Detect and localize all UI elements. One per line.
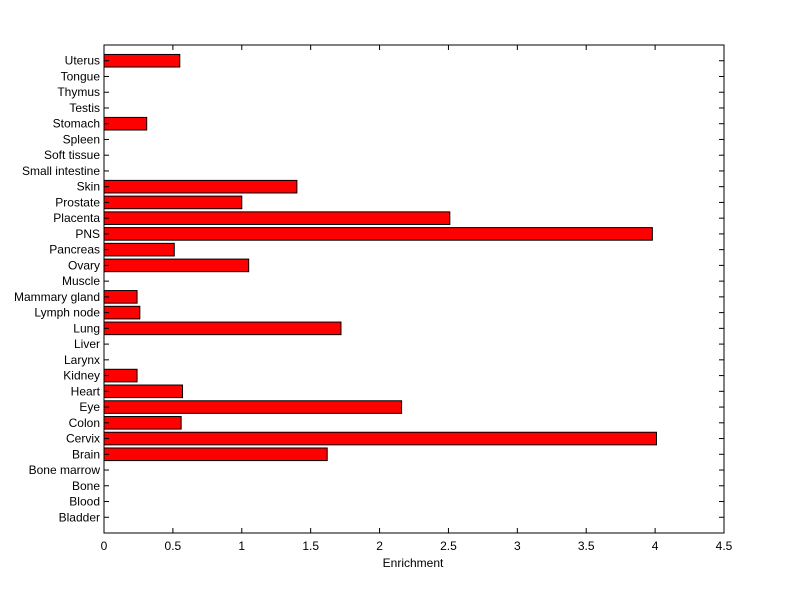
x-tick-label: 1.5 [302, 539, 319, 553]
bar-stomach [103, 116, 148, 131]
bar-cervix [103, 431, 657, 446]
y-tick-label: Lung [73, 321, 100, 335]
x-ticks-group: 0 0.5 1 1.5 2 2.5 3 3.5 4 4.5 [101, 45, 733, 553]
bar-lung [103, 321, 342, 336]
y-tick-label: Uterus [65, 54, 100, 68]
y-tick-label: Bladder [59, 510, 100, 524]
x-tick-label: 4.5 [716, 539, 733, 553]
y-tick-label: Skin [77, 180, 100, 194]
x-tick-label: 4 [652, 539, 659, 553]
y-tick-label: Tongue [61, 69, 101, 83]
bar-brain [103, 447, 328, 462]
x-tick-label: 3 [514, 539, 521, 553]
x-axis-label: Enrichment [383, 556, 444, 570]
x-tick-label: 0.5 [165, 539, 182, 553]
y-tick-label: Bone [72, 479, 100, 493]
bar-pancreas [103, 242, 175, 257]
y-tick-label: Stomach [53, 117, 100, 131]
y-tick-label: Larynx [64, 353, 100, 367]
bar-eye [103, 400, 403, 414]
y-tick-label: Liver [74, 337, 100, 351]
y-tick-label: Testis [69, 101, 100, 115]
bar-uterus [103, 53, 181, 68]
y-tick-label: Bone marrow [29, 463, 101, 477]
y-tick-label: Mammary gland [14, 290, 100, 304]
y-tick-label: Small intestine [22, 164, 100, 178]
bar-placenta [103, 211, 451, 225]
y-tick-label: Kidney [63, 369, 100, 383]
plot-area-frame [103, 44, 725, 534]
y-tick-label: Thymus [57, 85, 100, 99]
x-tick-label: 3.5 [578, 539, 595, 553]
bar-ovary [103, 258, 250, 273]
bar-pns [103, 227, 653, 241]
y-tick-label: Muscle [62, 274, 100, 288]
y-tick-label: Spleen [63, 132, 100, 146]
y-tick-label: Placenta [53, 211, 100, 225]
x-tick-label: 2.5 [440, 539, 457, 553]
y-tick-label: Lymph node [34, 306, 100, 320]
x-tick-label: 2 [376, 539, 383, 553]
x-tick-label: 0 [101, 539, 108, 553]
x-tick-label: 1 [238, 539, 245, 553]
bar-lymph-node [103, 305, 141, 320]
y-tick-label: Soft tissue [44, 148, 100, 162]
y-tick-label: Cervix [66, 432, 100, 446]
bar-heart [103, 384, 184, 399]
y-tick-label: Eye [79, 400, 100, 414]
y-tick-label: Prostate [55, 195, 100, 209]
y-tick-label: Colon [69, 416, 100, 430]
bar-skin [103, 179, 298, 194]
y-tick-label: Ovary [68, 258, 100, 272]
bar-colon [103, 416, 182, 430]
y-tick-label: Blood [69, 495, 100, 509]
y-tick-label: Heart [71, 384, 101, 398]
y-tick-label: Pancreas [49, 243, 100, 257]
y-tick-label: PNS [75, 227, 100, 241]
bar-prostate [103, 195, 243, 210]
y-tick-label: Brain [72, 447, 100, 461]
